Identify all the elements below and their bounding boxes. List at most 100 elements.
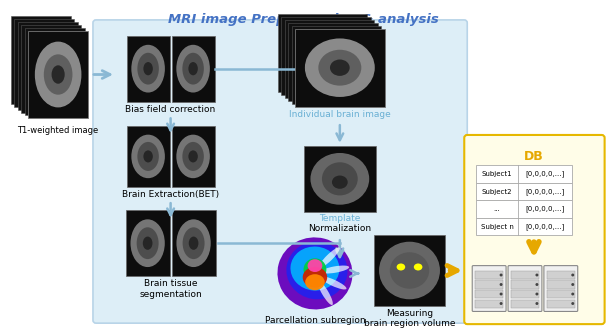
Circle shape: [500, 293, 503, 295]
Ellipse shape: [137, 227, 158, 259]
Bar: [15, 19, 74, 107]
Bar: [127, 126, 169, 186]
Ellipse shape: [396, 263, 405, 270]
Circle shape: [535, 283, 538, 286]
Circle shape: [535, 302, 538, 305]
Circle shape: [571, 273, 574, 276]
Ellipse shape: [291, 246, 339, 291]
Ellipse shape: [177, 219, 211, 267]
Text: Subject1: Subject1: [482, 171, 512, 177]
Ellipse shape: [305, 274, 325, 290]
Bar: [475, 299, 503, 308]
Bar: [11, 16, 70, 104]
Bar: [476, 200, 572, 218]
Ellipse shape: [143, 236, 152, 250]
Bar: [18, 22, 78, 110]
Ellipse shape: [379, 242, 440, 299]
Circle shape: [500, 283, 503, 286]
Ellipse shape: [131, 45, 165, 93]
Ellipse shape: [183, 227, 205, 259]
Circle shape: [500, 302, 503, 305]
Bar: [511, 271, 539, 279]
Text: Subject2: Subject2: [482, 188, 512, 194]
Bar: [281, 17, 371, 95]
Text: [0,0,0,0,...]: [0,0,0,0,...]: [525, 170, 565, 177]
Ellipse shape: [131, 135, 165, 178]
FancyBboxPatch shape: [544, 266, 578, 311]
Bar: [21, 25, 81, 113]
Circle shape: [535, 273, 538, 276]
Bar: [29, 31, 88, 119]
Ellipse shape: [304, 258, 327, 281]
Ellipse shape: [303, 267, 327, 288]
Bar: [547, 299, 575, 308]
Bar: [277, 14, 367, 92]
Ellipse shape: [143, 62, 153, 75]
Ellipse shape: [332, 175, 348, 189]
Ellipse shape: [52, 65, 65, 84]
Ellipse shape: [189, 236, 198, 250]
Bar: [172, 126, 215, 186]
Ellipse shape: [188, 62, 198, 75]
Bar: [547, 280, 575, 288]
Text: Individual brain image: Individual brain image: [289, 110, 391, 119]
Text: Brain Extraction(BET): Brain Extraction(BET): [122, 189, 219, 198]
Ellipse shape: [322, 162, 358, 195]
Bar: [291, 26, 381, 104]
Ellipse shape: [317, 281, 333, 305]
Ellipse shape: [319, 247, 340, 268]
Ellipse shape: [143, 151, 153, 163]
Circle shape: [571, 302, 574, 305]
Ellipse shape: [182, 53, 204, 85]
FancyBboxPatch shape: [508, 266, 542, 311]
Ellipse shape: [330, 60, 350, 76]
Ellipse shape: [310, 153, 369, 205]
Ellipse shape: [308, 259, 322, 272]
Ellipse shape: [137, 53, 159, 85]
Text: Measuring
brain region volume: Measuring brain region volume: [364, 308, 455, 328]
Ellipse shape: [137, 142, 159, 171]
Ellipse shape: [35, 42, 81, 108]
Ellipse shape: [182, 142, 204, 171]
Text: T1-weighted image: T1-weighted image: [18, 126, 99, 135]
Circle shape: [571, 283, 574, 286]
Bar: [476, 218, 572, 235]
Bar: [304, 146, 376, 212]
Bar: [476, 183, 572, 200]
Ellipse shape: [318, 50, 361, 86]
Ellipse shape: [277, 237, 353, 309]
Bar: [172, 210, 215, 276]
Circle shape: [571, 293, 574, 295]
Bar: [25, 28, 84, 116]
Ellipse shape: [131, 219, 164, 267]
Text: Normalization: Normalization: [308, 224, 371, 233]
FancyBboxPatch shape: [93, 20, 467, 323]
Bar: [288, 23, 378, 101]
Text: MRI image Preprocessing & analysis: MRI image Preprocessing & analysis: [168, 13, 438, 26]
FancyBboxPatch shape: [472, 266, 506, 311]
Text: Subject n: Subject n: [481, 224, 514, 230]
Bar: [475, 280, 503, 288]
Bar: [295, 29, 385, 107]
Text: [0,0,0,0,...]: [0,0,0,0,...]: [525, 188, 565, 195]
Text: Bias field correction: Bias field correction: [126, 105, 215, 114]
Ellipse shape: [188, 151, 198, 163]
Ellipse shape: [177, 135, 210, 178]
Text: [0,0,0,0,...]: [0,0,0,0,...]: [525, 206, 565, 212]
Text: Brain tissue
segmentation: Brain tissue segmentation: [139, 279, 202, 299]
Text: DB: DB: [524, 150, 544, 163]
Bar: [547, 271, 575, 279]
Ellipse shape: [44, 54, 72, 95]
Bar: [475, 290, 503, 298]
Ellipse shape: [414, 263, 422, 270]
Text: Template: Template: [319, 214, 361, 223]
Bar: [511, 290, 539, 298]
Text: Parcellation subregion: Parcellation subregion: [265, 316, 365, 325]
Ellipse shape: [320, 276, 347, 289]
Ellipse shape: [321, 265, 349, 273]
Bar: [511, 280, 539, 288]
Ellipse shape: [390, 252, 429, 289]
Bar: [511, 299, 539, 308]
Bar: [127, 36, 169, 102]
FancyBboxPatch shape: [464, 135, 605, 324]
